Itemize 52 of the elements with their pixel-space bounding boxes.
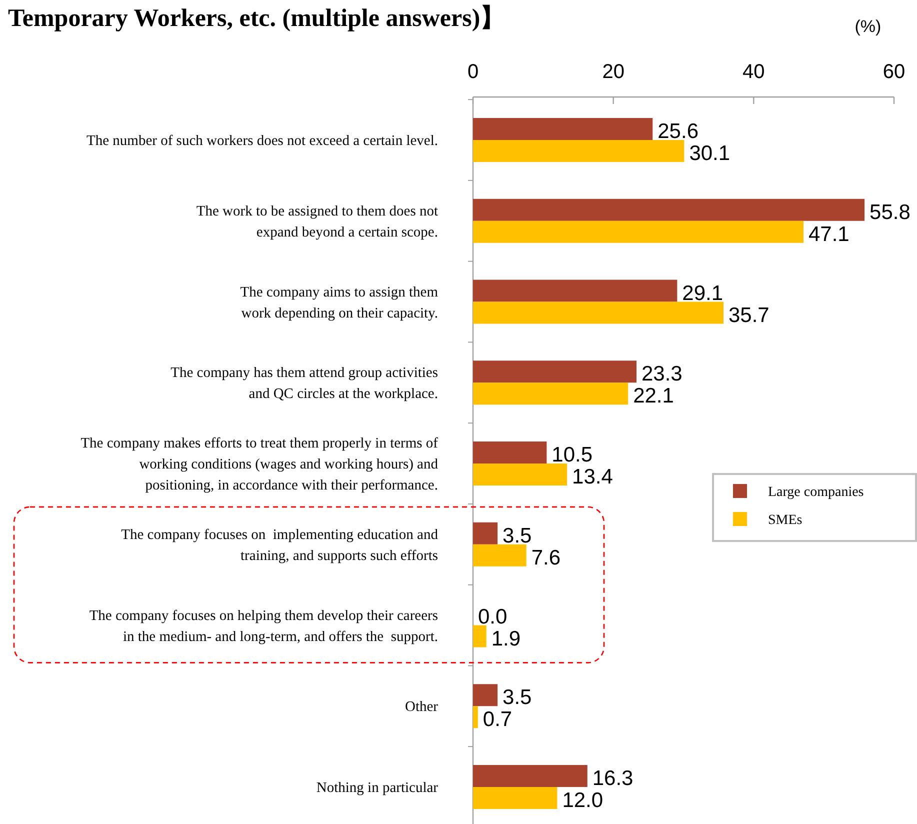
bar [473,625,486,648]
bar [473,140,684,162]
x-tick-label: 40 [742,61,765,83]
data-label: 47.1 [808,222,850,246]
data-label: 35.7 [728,304,770,327]
data-label: 13.4 [572,466,614,488]
x-tick-label: 60 [882,61,906,83]
bar [473,464,568,486]
data-label: 3.5 [502,686,532,710]
y-tick-label: The company aims to assign them work depending on their capacity. [240,284,439,322]
bar [473,684,498,706]
data-label: 16.3 [592,767,634,790]
legend-label: Large companies [768,485,864,500]
data-label: 0.7 [482,708,512,732]
bar [473,198,865,221]
y-tick-label: Nothing in particular [316,780,438,796]
data-label: 3.5 [502,524,532,548]
bar [473,382,628,405]
y-tick-label: The company focuses on implementing education and training, and supports such efforts [121,526,439,564]
bar [473,765,588,787]
x-tick-label: 20 [602,61,624,83]
text: (%) [854,17,882,36]
bar [473,118,653,140]
data-label: 25.6 [658,120,698,143]
bar [473,544,526,566]
y-tick-label: The company focuses on helping them develop their careers in the medium- and long-term, and offers the support. [89,608,438,645]
data-label: 10.5 [552,444,593,466]
data-label: 12.0 [562,789,604,812]
data-label: 0.0 [478,605,508,628]
data-label: 7.6 [531,546,561,570]
data-label: 55.8 [870,200,910,224]
bar [473,787,558,809]
data-label: 23.3 [641,362,682,386]
legend-label: SMEs [768,513,802,528]
bar [473,220,804,243]
bar [473,442,547,464]
data-label: 29.1 [682,282,724,305]
y-tick-label: The company makes efforts to treat them properly in terms of working conditions (wages and working hours) and positioning, in accordance with their performance. [80,436,439,494]
x-tick-label: 0 [467,61,479,83]
y-tick-label: The work to be assigned to them does not expand beyond a certain scope. [196,203,438,240]
data-label: 30.1 [689,142,730,165]
bar [473,522,498,544]
bar [473,280,678,302]
text: Temporary Workers, etc. (multiple answers)】 [8,4,506,32]
data-label: 22.1 [633,384,674,408]
bar [473,706,478,728]
y-tick-label: The number of such workers does not exceed a certain level. [86,133,438,149]
bar [473,302,724,324]
bar [473,360,636,383]
y-tick-label: Other [404,699,438,716]
y-tick-label: The company has them attend group activities and QC circles at the workplace. [170,365,438,402]
data-label: 1.9 [491,627,521,650]
